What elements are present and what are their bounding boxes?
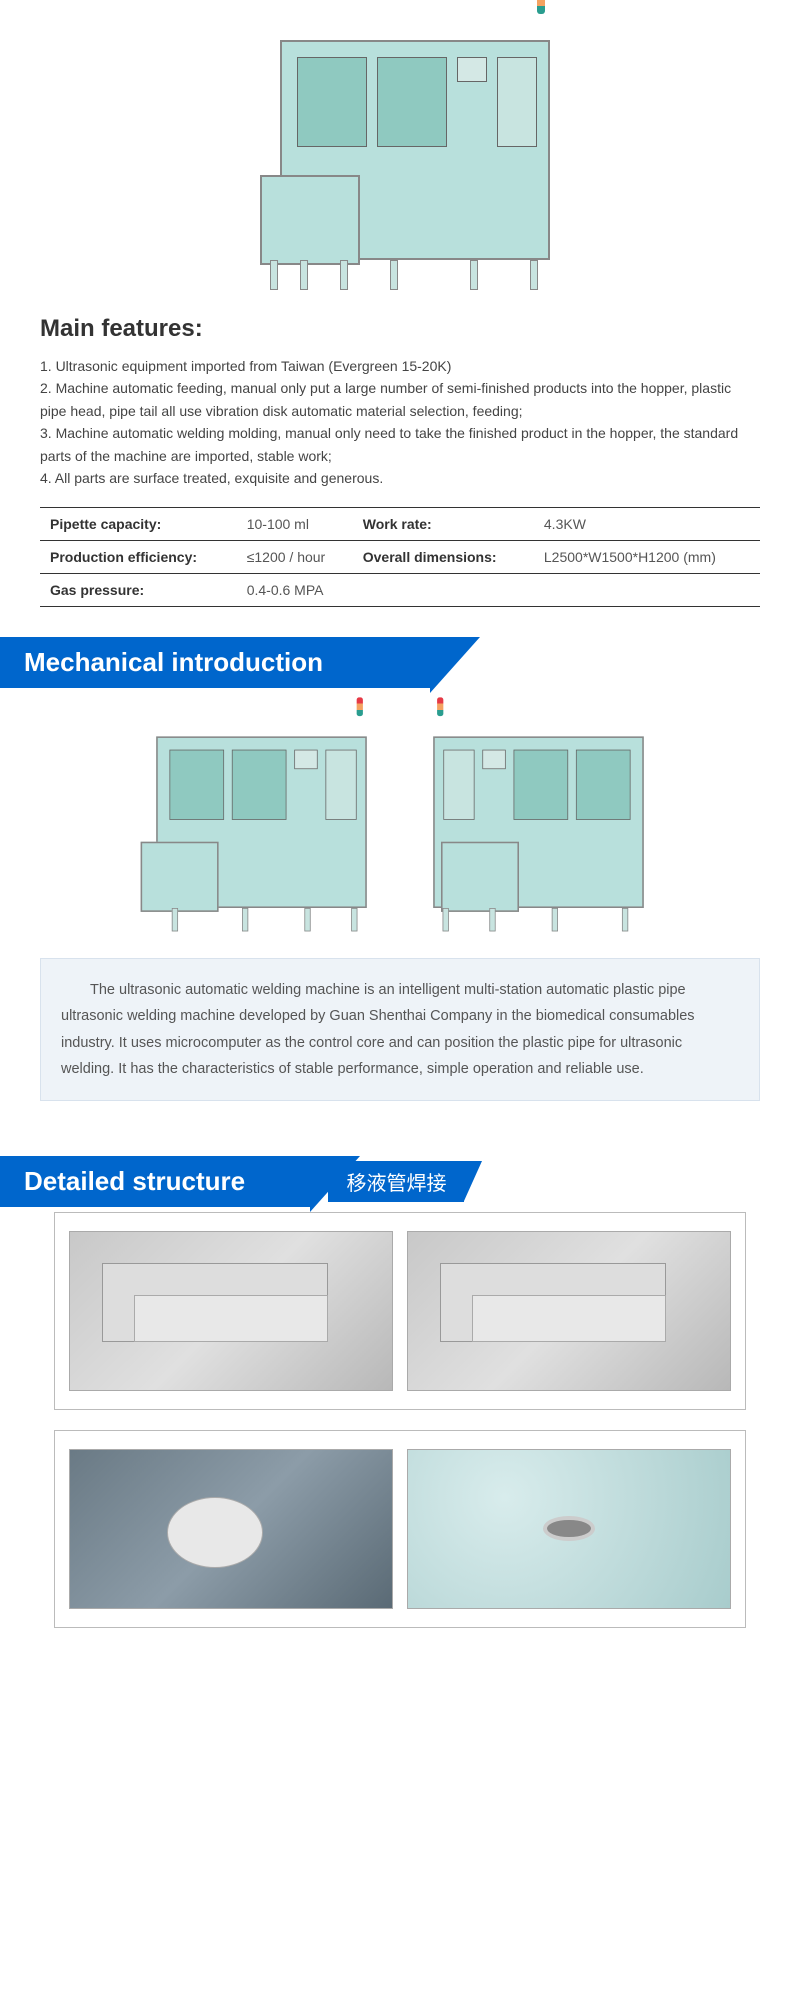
detail-photo-row-2: [54, 1430, 746, 1628]
detail-sublabel: 移液管焊接: [328, 1161, 464, 1202]
detail-photo: [69, 1449, 393, 1609]
section-mechanical-heading: Mechanical introduction: [0, 637, 430, 688]
detail-photo: [69, 1231, 393, 1391]
feature-item: 4. All parts are surface treated, exquis…: [40, 467, 760, 489]
spec-label: Pipette capacity:: [40, 508, 237, 541]
hero-product-image: [40, 0, 760, 305]
spec-table: Pipette capacity: 10-100 ml Work rate: 4…: [40, 507, 760, 607]
spec-value: ≤1200 / hour: [237, 541, 353, 574]
spec-label: Overall dimensions:: [353, 541, 534, 574]
two-machine-images: [40, 688, 760, 958]
spec-value: 0.4-0.6 MPA: [237, 574, 353, 607]
detail-photo: [407, 1231, 731, 1391]
spec-value: 10-100 ml: [237, 508, 353, 541]
spec-value: L2500*W1500*H1200 (mm): [534, 541, 760, 574]
detail-photo-row-1: [54, 1212, 746, 1410]
section-detailed-heading: Detailed structure: [0, 1156, 310, 1207]
spec-label: Work rate:: [353, 508, 534, 541]
spec-value: 4.3KW: [534, 508, 760, 541]
features-heading: Main features:: [40, 315, 760, 343]
features-list: 1. Ultrasonic equipment imported from Ta…: [40, 355, 760, 489]
feature-item: 2. Machine automatic feeding, manual onl…: [40, 377, 760, 422]
feature-item: 3. Machine automatic welding molding, ma…: [40, 422, 760, 467]
detail-photo: [407, 1449, 731, 1609]
description-box: The ultrasonic automatic welding machine…: [40, 958, 760, 1100]
feature-item: 1. Ultrasonic equipment imported from Ta…: [40, 355, 760, 377]
spec-label: Production efficiency:: [40, 541, 237, 574]
spec-label: Gas pressure:: [40, 574, 237, 607]
